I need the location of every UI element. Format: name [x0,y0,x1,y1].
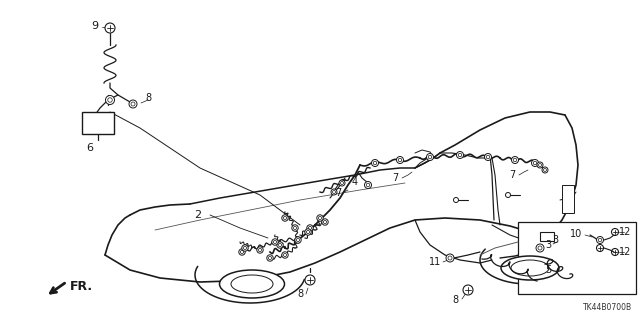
Text: 5: 5 [545,265,551,275]
Text: TK44B0700B: TK44B0700B [583,303,632,312]
Circle shape [463,285,473,295]
Circle shape [305,229,311,235]
Circle shape [456,152,463,159]
Circle shape [305,275,315,285]
Circle shape [448,256,452,260]
Circle shape [105,23,115,33]
Circle shape [538,246,542,250]
Text: 8: 8 [452,295,458,305]
Circle shape [340,182,344,184]
Bar [562,185,574,213]
Circle shape [543,168,547,172]
Bar [540,232,554,241]
Circle shape [513,158,516,162]
Circle shape [531,160,538,167]
Circle shape [243,246,246,249]
Text: 10: 10 [570,229,582,239]
Circle shape [538,164,541,167]
Circle shape [596,236,604,243]
Ellipse shape [501,256,559,280]
Circle shape [486,155,490,159]
Circle shape [373,161,377,165]
Circle shape [307,230,310,234]
Circle shape [292,225,298,231]
Bar [518,222,636,294]
Circle shape [339,180,345,186]
Circle shape [533,161,537,165]
Circle shape [598,238,602,242]
Circle shape [293,226,296,230]
Circle shape [542,167,548,173]
Circle shape [273,241,276,244]
Ellipse shape [231,275,273,293]
Text: 8: 8 [297,289,303,299]
Circle shape [331,189,337,195]
Text: 7: 7 [509,170,515,180]
Circle shape [267,255,273,261]
Circle shape [322,219,328,225]
Circle shape [371,160,378,167]
Circle shape [454,197,458,203]
Circle shape [506,192,511,197]
Circle shape [484,153,492,160]
Circle shape [319,216,322,219]
Circle shape [129,100,137,108]
Circle shape [426,153,433,160]
Circle shape [284,216,287,219]
Ellipse shape [220,270,285,298]
Circle shape [296,238,300,241]
Circle shape [428,155,432,159]
Circle shape [333,190,335,194]
Circle shape [295,237,301,243]
Circle shape [323,220,326,224]
Circle shape [458,153,461,157]
Text: 7: 7 [335,188,341,198]
Text: 3: 3 [545,240,551,250]
Text: 3: 3 [552,235,558,245]
Circle shape [537,162,543,168]
Circle shape [277,242,283,248]
Circle shape [282,215,288,221]
Text: 11: 11 [429,257,441,267]
Circle shape [282,252,288,258]
Circle shape [317,215,323,221]
Text: 2: 2 [195,210,202,220]
Circle shape [106,95,115,105]
Circle shape [366,183,370,187]
Text: 12: 12 [619,227,631,237]
Circle shape [108,98,112,102]
Circle shape [611,228,618,235]
Text: 6: 6 [86,143,93,153]
Circle shape [511,157,518,164]
Circle shape [308,226,312,230]
Text: 4: 4 [352,177,358,187]
Circle shape [307,225,313,231]
Circle shape [239,249,245,255]
Circle shape [536,244,544,252]
Circle shape [242,245,248,251]
Text: 12: 12 [619,247,631,257]
Circle shape [596,244,604,251]
Circle shape [257,247,263,253]
Circle shape [397,157,403,164]
Circle shape [241,250,244,254]
Circle shape [272,239,278,245]
Circle shape [284,253,287,256]
Text: 7: 7 [392,173,398,183]
Ellipse shape [511,260,549,276]
Circle shape [131,102,135,106]
Circle shape [398,158,402,162]
Circle shape [268,256,271,260]
Circle shape [259,249,262,252]
Circle shape [365,182,371,189]
Text: FR.: FR. [70,280,93,293]
Text: 9: 9 [92,21,99,31]
Bar [82,112,114,134]
Text: 8: 8 [145,93,151,103]
Circle shape [446,254,454,262]
Circle shape [611,249,618,256]
Circle shape [278,243,282,247]
